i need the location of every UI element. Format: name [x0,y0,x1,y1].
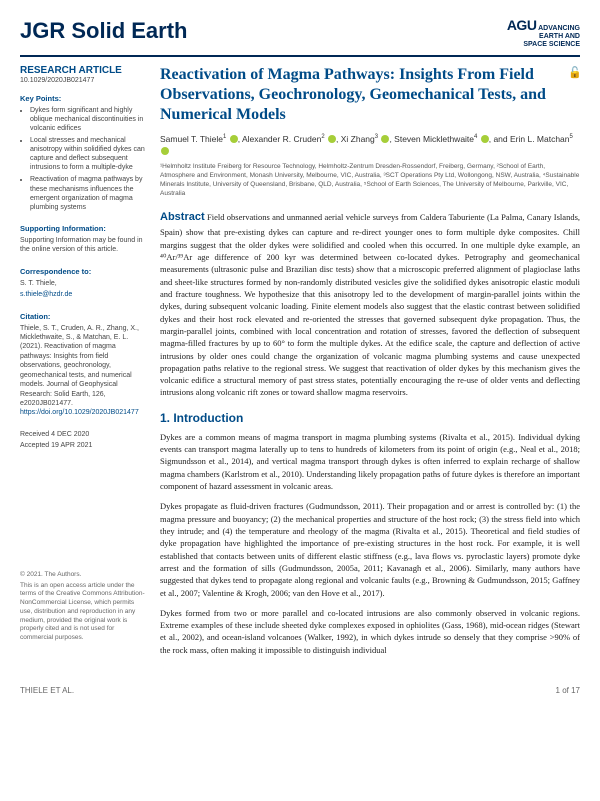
supporting-heading: Supporting Information: [20,224,148,233]
keypoint-item: Reactivation of magma pathways by these … [30,175,148,211]
keypoints-heading: Key Points: [20,94,148,103]
section-heading: 1. Introduction [160,411,580,425]
accepted-date: Accepted 19 APR 2021 [20,441,148,450]
citation-doi-link[interactable]: https://doi.org/10.1029/2020JB021477 [20,409,139,416]
authors: Samuel T. Thiele1 , Alexander R. Cruden2… [160,133,580,158]
page-footer: THIELE ET AL. 1 of 17 [20,680,580,695]
open-access-icon: 🔓 [568,67,582,81]
copyright-block: © 2021. The Authors. This is an open acc… [20,571,148,643]
doi: 10.1029/2020JB021477 [20,77,148,84]
article-type: RESEARCH ARTICLE [20,65,148,76]
abstract: Abstract Field observations and unmanned… [160,210,580,398]
page-number: 1 of 17 [556,686,580,695]
copyright-text: This is an open access article under the… [20,582,148,643]
citation-heading: Citation: [20,312,148,321]
citation-text: Thiele, S. T., Cruden, A. R., Zhang, X.,… [20,324,148,418]
received-date: Received 4 DEC 2020 [20,430,148,439]
keypoint-item: Dykes form significant and highly obliqu… [30,106,148,133]
abstract-label: Abstract [160,211,205,223]
main-content: Reactivation of Magma Pathways: Insights… [160,65,580,664]
keypoints-list: Dykes form significant and highly obliqu… [20,106,148,212]
body-paragraph: Dykes are a common means of magma transp… [160,431,580,493]
keypoint-item: Local stresses and mechanical anisotropy… [30,136,148,172]
footer-author: THIELE ET AL. [20,686,74,695]
body-paragraph: Dykes propagate as fluid-driven fracture… [160,500,580,599]
correspondence-email[interactable]: s.thiele@hzdr.de [20,291,72,298]
affiliations: ¹Helmholtz Institute Freiberg for Resour… [160,163,580,198]
supporting-text: Supporting Information may be found in t… [20,236,148,255]
journal-name: JGR Solid Earth [20,18,188,44]
journal-prefix: JGR [20,18,65,43]
journal-suffix: Solid Earth [71,18,187,43]
sidebar: RESEARCH ARTICLE 10.1029/2020JB021477 Ke… [20,65,148,664]
page-header: JGR Solid Earth AGU ADVANCING EARTH AND … [20,18,580,57]
correspondence-name: S. T. Thiele, [20,279,148,288]
publisher-logo: AGU ADVANCING EARTH AND SPACE SCIENCE [507,18,580,49]
body-paragraph: Dykes formed from two or more parallel a… [160,607,580,656]
copyright-line: © 2021. The Authors. [20,571,148,580]
article-title: Reactivation of Magma Pathways: Insights… [160,65,580,125]
correspondence-heading: Correspondence to: [20,267,148,276]
